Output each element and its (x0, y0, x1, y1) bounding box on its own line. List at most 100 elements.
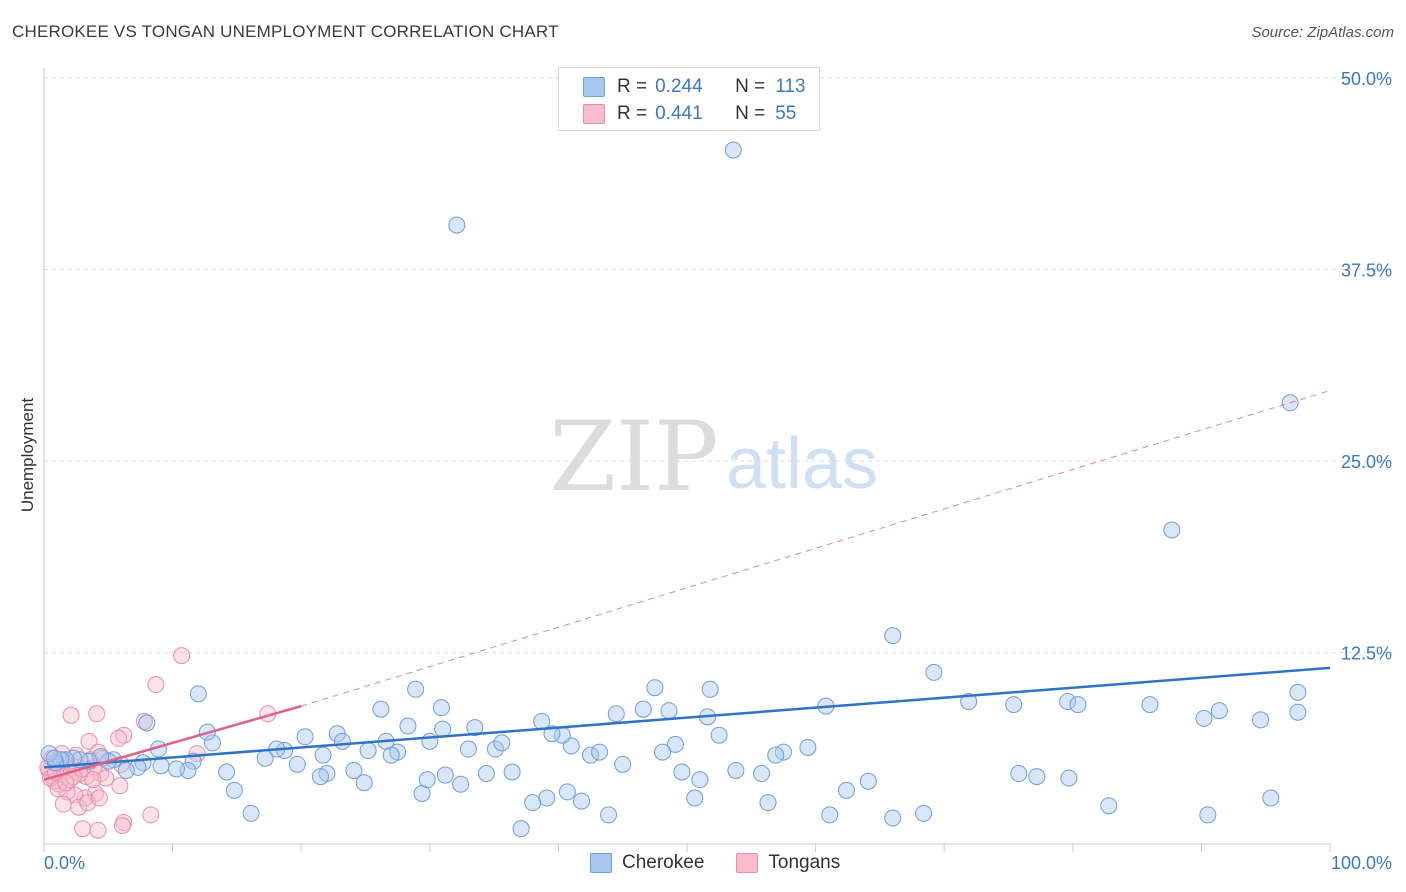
tongans-point (84, 771, 102, 789)
cherokee-swatch (590, 853, 612, 873)
cherokee-point (333, 732, 351, 750)
cherokee-point (727, 761, 745, 779)
cherokee-point (448, 216, 466, 234)
cherokee-point (1100, 797, 1118, 815)
cherokee-point (1262, 789, 1280, 807)
tongans-swatch (583, 104, 605, 124)
cherokee-point (710, 726, 728, 744)
cherokee-point (1010, 765, 1028, 783)
y-tick-label: 25.0% (1341, 452, 1392, 472)
cherokee-point (314, 746, 332, 764)
cherokee-point (634, 700, 652, 718)
tongans-point (142, 806, 160, 824)
legend-r-value: 0.441 (655, 103, 703, 124)
cherokee-trend-line (43, 666, 1331, 769)
cherokee-point (1069, 696, 1087, 714)
cherokee-point (1059, 693, 1077, 711)
cherokee-point (799, 738, 817, 756)
tongans-point (62, 706, 80, 724)
cherokee-point (407, 680, 425, 698)
cherokee-point (691, 771, 709, 789)
cherokee-point (459, 740, 477, 758)
cherokee-point (1028, 768, 1046, 786)
correlation-legend: R = 0.244 N = 113 R = 0.441 N = 55 (558, 67, 820, 131)
y-tick-label: 12.5% (1341, 644, 1392, 664)
cherokee-point (915, 804, 933, 822)
tongans-point (188, 745, 206, 763)
tick-labels: 12.5% 25.0% 37.5% 50.0% 0.0% 100.0% (44, 69, 1392, 873)
cherokee-point (701, 680, 719, 698)
cherokee-point (493, 734, 511, 752)
tongans-swatch (736, 853, 759, 873)
x-tick-label: 100.0% (1331, 853, 1392, 873)
cherokee-point (288, 755, 306, 773)
tongans-point (76, 789, 94, 807)
cherokee-point (724, 141, 742, 159)
y-tick-label: 37.5% (1341, 261, 1392, 281)
tongans-point (173, 647, 191, 665)
cherokee-point (1005, 696, 1023, 714)
cherokee-point (573, 792, 591, 810)
gridlines (44, 77, 1392, 653)
cherokee-point (538, 789, 556, 807)
series-legend: Cherokee Tongans (590, 852, 872, 874)
cherokee-swatch (583, 77, 605, 97)
trend-lines (43, 390, 1331, 781)
cherokee-point (152, 757, 170, 775)
cherokee-point (189, 685, 207, 703)
cherokee-point (686, 789, 704, 807)
legend-item-tongans[interactable]: Tongans (736, 852, 840, 874)
legend-r-value: 0.244 (655, 76, 703, 97)
y-tick-label: 50.0% (1341, 69, 1392, 89)
legend-item-cherokee[interactable]: Cherokee (590, 852, 704, 874)
cherokee-point (436, 766, 454, 784)
cherokee-point (524, 794, 542, 812)
tongans-point (135, 712, 153, 730)
cherokee-point (558, 783, 576, 801)
cherokee-point (1289, 703, 1307, 721)
cherokee-point (660, 702, 678, 720)
cherokee-point (753, 765, 771, 783)
x-tick-label: 0.0% (44, 853, 85, 873)
cherokee-point (421, 732, 439, 750)
cherokee-point (1289, 683, 1307, 701)
cherokee-point (45, 749, 63, 767)
cherokee-point (1163, 521, 1181, 539)
cherokee-point (242, 804, 260, 822)
tongans-point (70, 798, 88, 816)
chart-title: CHEROKEE VS TONGAN UNEMPLOYMENT CORRELAT… (12, 22, 559, 41)
cherokee-point (355, 774, 373, 792)
cherokee-point (1252, 711, 1270, 729)
axes (43, 68, 1331, 852)
cherokee-point (600, 806, 618, 824)
legend-n-value: 55 (775, 103, 797, 124)
cherokee-point (167, 760, 185, 778)
cherokee-point (837, 781, 855, 799)
cherokee-point (960, 693, 978, 711)
cherokee-point (1141, 696, 1159, 714)
cherokee-point (418, 771, 436, 789)
cherokee-point (925, 663, 943, 681)
cherokee-point (117, 761, 135, 779)
cherokee-point (218, 763, 236, 781)
tongans-trend-line (43, 704, 302, 781)
legend-row-cherokee: R = 0.244 N = 113 (583, 74, 806, 100)
cherokee-point (477, 765, 495, 783)
cherokee-point (486, 740, 504, 758)
cherokee-point (452, 775, 470, 793)
tongans-point (57, 774, 75, 792)
legend-cherokee-label: Cherokee (622, 852, 705, 873)
cherokee-point (646, 679, 664, 697)
cherokee-point (654, 743, 672, 761)
cherokee-point (821, 806, 839, 824)
tongans-point (111, 777, 129, 795)
cherokee-point (512, 820, 530, 838)
cherokee-point (203, 734, 221, 752)
tongans-point (88, 705, 106, 723)
legend-tongans-label: Tongans (768, 852, 841, 873)
legend-n-value: 113 (775, 76, 806, 97)
source-label: Source: ZipAtlas.com (1251, 24, 1394, 41)
legend-r-label: R = (617, 76, 648, 97)
cherokee-point (1199, 806, 1217, 824)
